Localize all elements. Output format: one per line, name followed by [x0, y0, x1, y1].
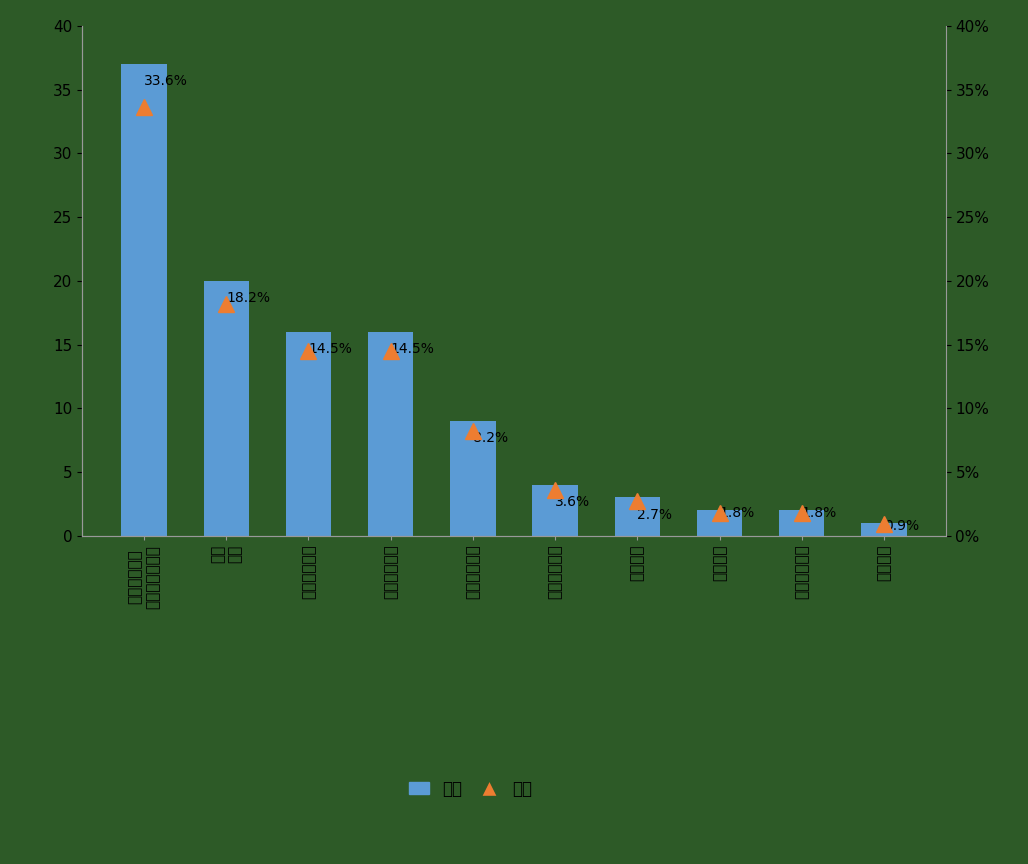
Bar: [450, 421, 495, 536]
Bar: [533, 485, 578, 536]
Text: 1.8%: 1.8%: [720, 506, 755, 520]
Bar: [204, 281, 249, 536]
Bar: [615, 498, 660, 536]
Text: 1.8%: 1.8%: [802, 506, 837, 520]
Bar: [697, 510, 742, 536]
Text: 2.7%: 2.7%: [637, 508, 672, 522]
Text: 14.5%: 14.5%: [391, 342, 435, 356]
Text: 3.6%: 3.6%: [555, 495, 590, 509]
Bar: [286, 332, 331, 536]
Text: 0.9%: 0.9%: [884, 519, 919, 533]
Bar: [779, 510, 824, 536]
Text: 14.5%: 14.5%: [308, 342, 353, 356]
Bar: [861, 523, 907, 536]
Bar: [121, 64, 167, 536]
Text: 18.2%: 18.2%: [226, 291, 270, 305]
Bar: [368, 332, 413, 536]
Legend: 数量, 占比: 数量, 占比: [403, 773, 539, 804]
Text: 33.6%: 33.6%: [144, 74, 188, 88]
Text: 8.2%: 8.2%: [473, 431, 508, 445]
